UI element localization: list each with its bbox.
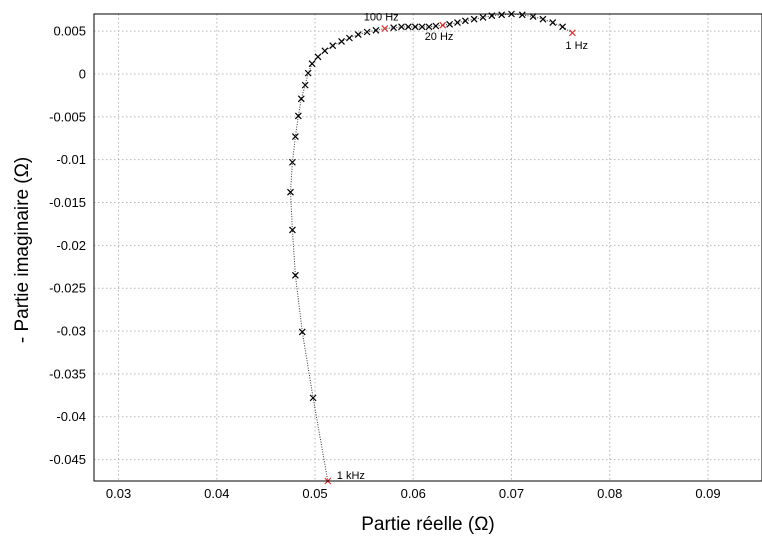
curve-line-layer <box>289 13 573 482</box>
y-tick-labels: 0.005 0 -0.005 -0.01 -0.015 -0.02 -0.025 -0.03 -… <box>49 24 86 467</box>
x-tick-label: 0.04 <box>204 486 229 501</box>
y-tick-label: 0 <box>79 66 86 81</box>
data-point <box>309 394 317 402</box>
data-point <box>559 23 567 31</box>
data-point <box>549 19 557 26</box>
data-point <box>470 15 478 23</box>
plot-frame <box>93 13 762 482</box>
series-line <box>289 13 573 482</box>
grid <box>94 14 762 481</box>
data-point <box>454 19 461 26</box>
data-point <box>418 23 426 31</box>
data-point <box>404 23 412 31</box>
y-tick-label: -0.01 <box>56 152 86 167</box>
y-tick-label: 0.005 <box>53 24 86 39</box>
annotations: 1 kHz 20 Hz 1 Hz 100 Hz <box>337 12 588 482</box>
data-point <box>432 22 440 30</box>
data-point <box>345 34 353 42</box>
x-tick-label: 0.09 <box>695 486 720 501</box>
y-tick-label: -0.045 <box>49 452 86 467</box>
data-point <box>354 31 362 38</box>
data-point <box>518 11 526 19</box>
data-point <box>289 226 296 234</box>
data-point <box>314 53 322 61</box>
data-point <box>411 23 419 31</box>
data-point <box>301 81 309 89</box>
data-point <box>308 60 316 68</box>
data-point <box>338 37 345 45</box>
data-point <box>372 26 380 34</box>
data-markers <box>287 10 576 485</box>
x-tick-labels: 0.03 0.04 0.05 0.06 0.07 0.08 0.09 <box>106 486 721 501</box>
annotation-label: 20 Hz <box>425 31 454 43</box>
highlighted-data-point <box>568 29 576 37</box>
x-tick-label: 0.08 <box>597 486 622 501</box>
y-axis-title: - Partie imaginaire (Ω) <box>12 157 33 343</box>
annotation-label: 100 Hz <box>364 12 399 24</box>
data-point <box>304 69 312 77</box>
data-point <box>479 14 487 21</box>
x-axis-title: Partie réelle (Ω) <box>361 514 495 535</box>
x-tick-label: 0.05 <box>302 486 327 501</box>
y-tick-label: -0.04 <box>56 409 86 424</box>
data-point <box>321 47 329 55</box>
x-tick-label: 0.07 <box>499 486 524 501</box>
data-point <box>291 133 299 140</box>
data-point <box>498 11 506 19</box>
data-point <box>298 328 306 336</box>
y-tick-label: -0.03 <box>56 324 86 339</box>
data-point <box>390 24 398 32</box>
annotation-label: 1 Hz <box>565 40 588 52</box>
data-point <box>425 23 433 31</box>
data-point <box>529 13 537 20</box>
y-tick-label: -0.02 <box>56 238 86 253</box>
annotation-label: 1 kHz <box>337 470 365 482</box>
data-point <box>446 20 454 28</box>
data-point <box>329 42 337 50</box>
x-tick-label: 0.06 <box>401 486 426 501</box>
y-tick-label: -0.025 <box>49 281 86 296</box>
highlighted-data-point <box>439 21 447 29</box>
data-point <box>461 17 469 25</box>
data-point <box>539 15 547 23</box>
data-point <box>287 188 294 196</box>
data-point <box>291 271 299 279</box>
data-point <box>363 28 371 36</box>
x-tick-label: 0.03 <box>106 486 131 501</box>
y-tick-label: -0.005 <box>49 109 86 124</box>
highlighted-data-point <box>381 25 389 32</box>
y-tick-label: -0.035 <box>49 366 86 381</box>
data-point <box>398 23 405 31</box>
y-tick-label: -0.015 <box>49 195 86 210</box>
data-point <box>294 112 302 120</box>
data-point <box>289 158 296 166</box>
data-point <box>297 95 305 103</box>
